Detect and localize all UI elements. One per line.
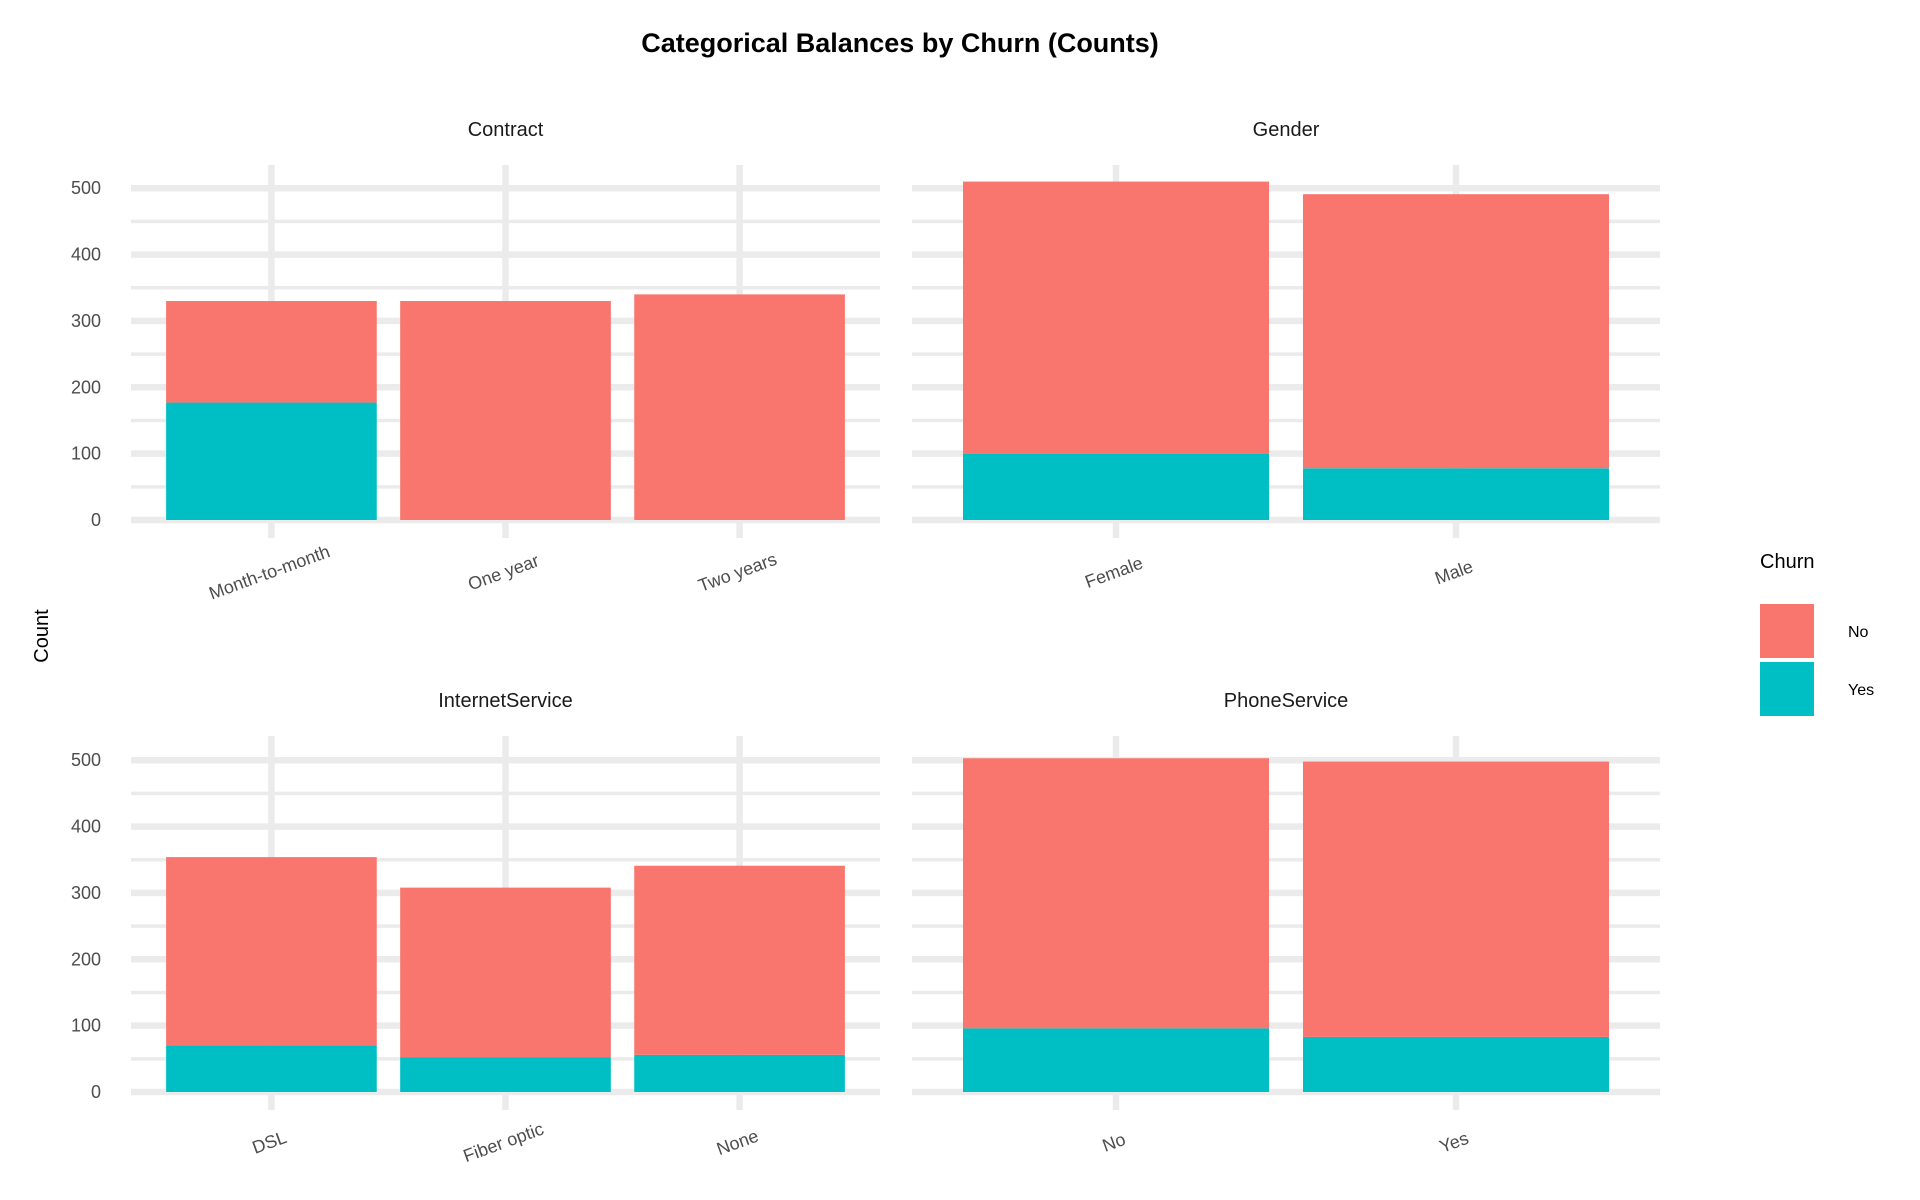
bar-no-male bbox=[1303, 194, 1609, 469]
bar-yes-none bbox=[634, 1054, 845, 1092]
bar-yes-yes bbox=[1303, 1036, 1609, 1092]
bar-no-female bbox=[963, 181, 1269, 454]
y-tick-label: 300 bbox=[71, 883, 101, 903]
legend-key-yes bbox=[1760, 662, 1814, 716]
facet-title: PhoneService bbox=[1224, 690, 1349, 712]
legend-label-no: No bbox=[1848, 624, 1869, 641]
bar-yes-dsl bbox=[166, 1045, 377, 1092]
bar-yes-month-to-month bbox=[166, 402, 377, 520]
panel-gender: Gender Female Male bbox=[912, 119, 1660, 592]
x-tick-label: No bbox=[1100, 1129, 1128, 1156]
y-tick-label: 200 bbox=[71, 377, 101, 397]
y-tick-label: 400 bbox=[71, 817, 101, 837]
x-tick-label: Month-to-month bbox=[206, 541, 332, 603]
legend: Churn No Yes bbox=[1760, 551, 1874, 716]
y-tick-label: 500 bbox=[71, 178, 101, 198]
y-tick-label: 400 bbox=[71, 245, 101, 265]
panel-contract: 0 100 200 300 400 500 Contract Month-to-month On… bbox=[71, 119, 880, 603]
facet-panels: 0 100 200 300 400 500 Contract Month-to-month On… bbox=[71, 119, 1660, 1166]
bar-yes-no bbox=[963, 1028, 1269, 1092]
chart-title: Categorical Balances by Churn (Counts) bbox=[641, 28, 1159, 58]
panel-internetservice: 0 100 200 300 400 500 InternetService DSL Fiber … bbox=[71, 690, 880, 1166]
bar-yes-female bbox=[963, 453, 1269, 520]
y-tick-label: 200 bbox=[71, 949, 101, 969]
bar-no-dsl bbox=[166, 857, 377, 1046]
y-axis-label: Count bbox=[31, 609, 53, 663]
bar-no-month-to-month bbox=[166, 301, 377, 403]
facet-title: Contract bbox=[468, 119, 544, 141]
x-tick-label: None bbox=[714, 1126, 761, 1160]
bar-yes-fiber-optic bbox=[400, 1057, 611, 1092]
legend-label-yes: Yes bbox=[1848, 682, 1874, 699]
x-tick-label: Female bbox=[1082, 553, 1145, 592]
bar-yes-male bbox=[1303, 468, 1609, 520]
bar-no-yes bbox=[1303, 761, 1609, 1037]
facet-title: InternetService bbox=[438, 690, 573, 712]
y-tick-label: 500 bbox=[71, 750, 101, 770]
x-tick-label: Yes bbox=[1437, 1128, 1471, 1157]
legend-key-no bbox=[1760, 604, 1814, 658]
x-tick-label: Male bbox=[1432, 556, 1476, 588]
y-tick-label: 0 bbox=[91, 1082, 101, 1102]
x-tick-label: DSL bbox=[250, 1127, 290, 1158]
y-tick-label: 0 bbox=[91, 510, 101, 530]
y-tick-label: 100 bbox=[71, 444, 101, 464]
bar-no-none bbox=[634, 865, 845, 1055]
legend-title: Churn bbox=[1760, 551, 1814, 573]
x-tick-label: Two years bbox=[696, 549, 780, 596]
y-tick-label: 300 bbox=[71, 311, 101, 331]
bar-no-one-year bbox=[400, 301, 611, 520]
bar-no-no bbox=[963, 758, 1269, 1029]
facet-title: Gender bbox=[1253, 119, 1320, 141]
x-tick-label: One year bbox=[465, 550, 541, 594]
bar-no-two-years bbox=[634, 294, 845, 520]
y-tick-label: 100 bbox=[71, 1016, 101, 1036]
x-tick-label: Fiber optic bbox=[461, 1119, 547, 1167]
bar-no-fiber-optic bbox=[400, 887, 611, 1058]
panel-phoneservice: PhoneService No Yes bbox=[912, 690, 1660, 1157]
